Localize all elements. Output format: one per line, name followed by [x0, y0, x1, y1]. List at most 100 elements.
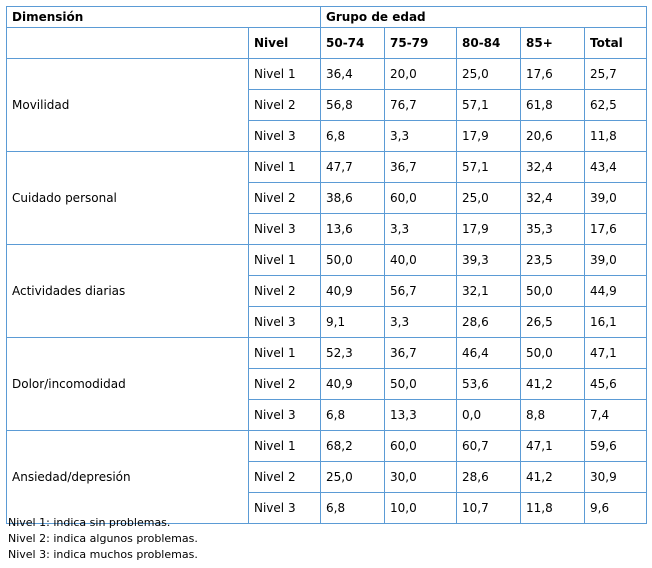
- value-cell: 13,3: [384, 399, 457, 431]
- value-cell: 32,4: [520, 182, 585, 214]
- value-cell: 50,0: [520, 337, 585, 369]
- value-cell: 43,4: [583, 151, 648, 183]
- value-cell: 10,0: [384, 492, 457, 524]
- value-cell: 17,6: [583, 213, 648, 245]
- level-cell: Nivel 3: [248, 399, 321, 431]
- value-cell: 46,4: [456, 337, 521, 369]
- value-cell: 36,7: [384, 337, 457, 369]
- footnote: Nivel 1: indica sin problemas.: [8, 516, 171, 529]
- table-row: Nivel 2 56,8 76,7 57,1 61,8 62,5: [7, 89, 648, 121]
- level-cell: Nivel 1: [248, 151, 321, 183]
- value-cell: 59,6: [583, 430, 648, 462]
- level-cell: Nivel 1: [248, 244, 321, 276]
- level-cell: Nivel 3: [248, 492, 321, 524]
- value-cell: 56,8: [320, 89, 385, 121]
- dimension-cell: Cuidado personal: [6, 151, 249, 245]
- level-cell: Nivel 3: [248, 306, 321, 338]
- value-cell: 53,6: [456, 368, 521, 400]
- value-cell: 9,6: [583, 492, 648, 524]
- value-cell: 36,4: [320, 58, 385, 90]
- value-cell: 76,7: [384, 89, 457, 121]
- footnote: Nivel 3: indica muchos problemas.: [8, 548, 198, 561]
- value-cell: 30,0: [384, 461, 457, 493]
- value-cell: 50,0: [520, 275, 585, 307]
- value-cell: 20,6: [520, 120, 585, 152]
- level-cell: Nivel 2: [248, 275, 321, 307]
- table-row: Ansiedad/depresión Nivel 1 68,2 60,0 60,7 47,…: [6, 430, 648, 524]
- value-cell: 40,9: [320, 275, 385, 307]
- table-row: Nivel 3 6,8 3,3 17,9 20,6 11,8: [7, 120, 648, 152]
- level-cell: Nivel 1: [248, 58, 321, 90]
- value-cell: 50,0: [384, 368, 457, 400]
- level-cell: Nivel 2: [248, 89, 321, 121]
- value-cell: 56,7: [384, 275, 457, 307]
- value-cell: 6,8: [320, 492, 385, 524]
- level-header: Nivel: [248, 27, 321, 59]
- table-row: Movilidad Nivel 1 36,4 20,0 25,0 17,6 25,7: [6, 58, 648, 152]
- value-cell: 13,6: [320, 213, 385, 245]
- value-cell: 60,7: [456, 430, 521, 462]
- value-cell: 17,9: [456, 213, 521, 245]
- table-row: Nivel 2 40,9 56,7 32,1 50,0 44,9: [7, 275, 648, 307]
- level-cell: Nivel 1: [248, 337, 321, 369]
- table-row: Nivel 2 25,0 30,0 28,6 41,2 30,9: [7, 461, 648, 493]
- value-cell: 47,1: [520, 430, 585, 462]
- table-row: Cuidado personal Nivel 1 47,7 36,7 57,1 32,4 4…: [6, 151, 648, 245]
- value-cell: 38,6: [320, 182, 385, 214]
- level-cell: Nivel 3: [248, 213, 321, 245]
- value-cell: 41,2: [520, 368, 585, 400]
- age-group-header: Grupo de edad: [319, 6, 648, 28]
- value-cell: 52,3: [320, 337, 385, 369]
- value-cell: 57,1: [456, 151, 521, 183]
- value-cell: 62,5: [583, 89, 648, 121]
- level-cell: Nivel 2: [248, 368, 321, 400]
- value-cell: 20,0: [384, 58, 457, 90]
- value-cell: 60,0: [384, 182, 457, 214]
- dimension-cell: Ansiedad/depresión: [6, 430, 249, 524]
- value-cell: 39,0: [583, 244, 648, 276]
- value-cell: 57,1: [456, 89, 521, 121]
- table-row: Dolor/incomodidad Nivel 1 52,3 36,7 46,4 50,0…: [6, 337, 648, 431]
- dimension-header: Dimensión: [6, 6, 321, 28]
- column-header: 85+: [520, 27, 585, 59]
- value-cell: 25,0: [320, 461, 385, 493]
- level-cell: Nivel 3: [248, 120, 321, 152]
- value-cell: 10,7: [456, 492, 521, 524]
- value-cell: 39,0: [583, 182, 648, 214]
- table-row: Nivel 3 13,6 3,3 17,9 35,3 17,6: [7, 213, 648, 245]
- value-cell: 17,9: [456, 120, 521, 152]
- dimension-cell: Movilidad: [6, 58, 249, 152]
- value-cell: 68,2: [320, 430, 385, 462]
- column-header: Total: [583, 27, 648, 59]
- value-cell: 32,4: [520, 151, 585, 183]
- value-cell: 40,0: [384, 244, 457, 276]
- column-header: 80-84: [456, 27, 521, 59]
- value-cell: 40,9: [320, 368, 385, 400]
- value-cell: 6,8: [320, 399, 385, 431]
- value-cell: 28,6: [456, 306, 521, 338]
- value-cell: 25,0: [456, 182, 521, 214]
- value-cell: 25,7: [583, 58, 648, 90]
- value-cell: 3,3: [384, 120, 457, 152]
- table-row: Nivel 3 6,8 13,3 0,0 8,8 7,4: [7, 399, 648, 431]
- footnotes: Nivel 1: indica sin problemas. Nivel 2: …: [8, 515, 198, 563]
- level-cell: Nivel 1: [248, 430, 321, 462]
- value-cell: 61,8: [520, 89, 585, 121]
- value-cell: 26,5: [520, 306, 585, 338]
- value-cell: 30,9: [583, 461, 648, 493]
- value-cell: 0,0: [456, 399, 521, 431]
- value-cell: 7,4: [583, 399, 648, 431]
- dimension-cell: Dolor/incomodidad: [6, 337, 249, 431]
- value-cell: 47,1: [583, 337, 648, 369]
- value-cell: 39,3: [456, 244, 521, 276]
- value-cell: 11,8: [520, 492, 585, 524]
- table-body: Movilidad Nivel 1 36,4 20,0 25,0 17,6 25,7 Nive…: [6, 58, 648, 524]
- value-cell: 32,1: [456, 275, 521, 307]
- value-cell: 23,5: [520, 244, 585, 276]
- value-cell: 17,6: [520, 58, 585, 90]
- value-cell: 47,7: [320, 151, 385, 183]
- column-header: 75-79: [384, 27, 457, 59]
- results-table: Dimensión Grupo de edad Nivel 50-74 75-7…: [6, 6, 648, 524]
- level-cell: Nivel 2: [248, 182, 321, 214]
- table-row: Nivel 2 38,6 60,0 25,0 32,4 39,0: [7, 182, 648, 214]
